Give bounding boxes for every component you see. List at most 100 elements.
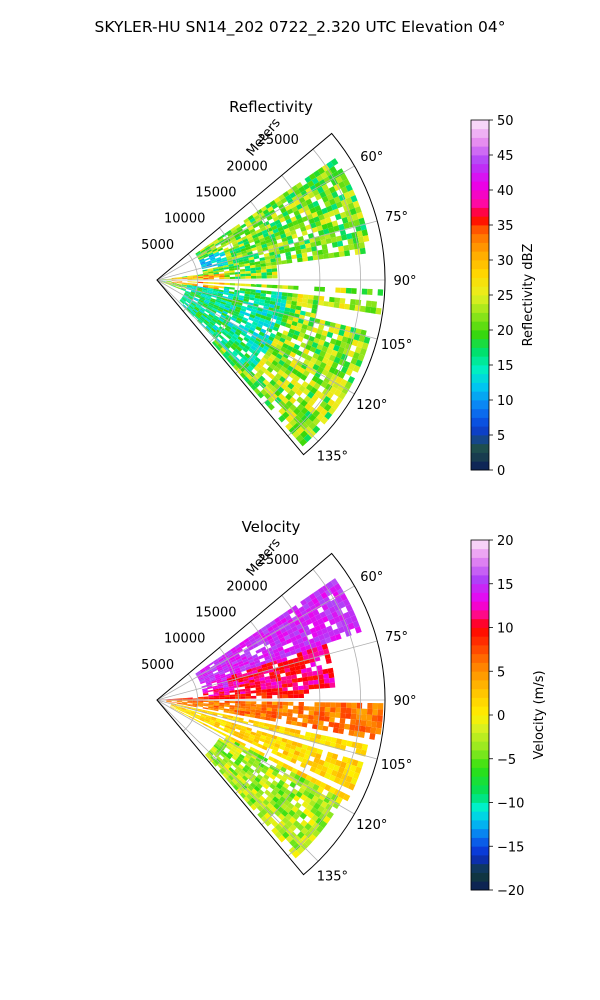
- velocity-bin: [282, 705, 288, 710]
- velocity-bin: [316, 665, 323, 671]
- angle-tick-label: 60°: [360, 570, 383, 585]
- reflectivity-bin: [272, 338, 280, 345]
- reflectivity-bin: [192, 283, 198, 286]
- reflectivity-bin: [321, 330, 329, 337]
- velocity-bin: [239, 792, 247, 799]
- reflectivity-bin: [277, 242, 284, 248]
- reflectivity-bin: [224, 282, 230, 286]
- velocity-bin: [213, 703, 220, 707]
- reflectivity-bin: [196, 304, 202, 309]
- velocity-bin: [330, 578, 339, 586]
- reflectivity-bin: [249, 326, 256, 332]
- reflectivity-bin: [190, 311, 196, 316]
- reflectivity-bin: [245, 342, 253, 348]
- velocity-bin: [228, 759, 234, 765]
- velocity-bin: [254, 735, 261, 741]
- velocity-bin: [236, 766, 243, 772]
- colorbar-segment: [471, 732, 489, 742]
- velocity-bin: [306, 671, 313, 677]
- reflectivity-bin: [253, 387, 261, 395]
- velocity-bin: [217, 667, 224, 672]
- reflectivity-bin: [217, 247, 224, 252]
- reflectivity-bin: [321, 368, 329, 377]
- reflectivity-bin: [207, 305, 213, 310]
- velocity-bin: [223, 667, 229, 672]
- radial-tick-label: 20000: [226, 159, 267, 174]
- velocity-bin: [248, 679, 255, 684]
- velocity-bin: [311, 747, 318, 754]
- velocity-bin: [197, 720, 204, 725]
- radial-tick-label: 25000: [258, 553, 299, 568]
- reflectivity-bin: [316, 413, 325, 421]
- reflectivity-bin: [240, 273, 246, 277]
- velocity-bin: [254, 681, 261, 685]
- velocity-bin: [335, 796, 343, 804]
- reflectivity-bin: [252, 359, 259, 366]
- reflectivity-bin: [211, 318, 218, 323]
- velocity-bin: [238, 771, 245, 778]
- velocity-bin: [243, 660, 250, 666]
- reflectivity-bin: [324, 364, 332, 372]
- reflectivity-bin: [296, 396, 304, 404]
- reflectivity-bin: [260, 328, 267, 334]
- velocity-bin: [170, 704, 176, 707]
- reflectivity-bin: [176, 276, 183, 279]
- velocity-bin: [265, 713, 272, 718]
- reflectivity-bin: [186, 286, 193, 289]
- colorbar-segment: [471, 636, 489, 646]
- velocity-bin: [263, 722, 270, 728]
- velocity-bin: [281, 683, 288, 688]
- velocity-bin: [318, 759, 325, 766]
- velocity-bin: [206, 752, 212, 758]
- reflectivity-bin: [282, 240, 289, 246]
- velocity-bin: [231, 649, 238, 655]
- velocity-bin: [308, 714, 314, 720]
- velocity-bin: [251, 666, 258, 672]
- reflectivity-bin: [299, 438, 308, 447]
- reflectivity-bin: [302, 294, 309, 300]
- velocity-bin: [361, 708, 368, 715]
- velocity-bin: [242, 767, 249, 773]
- reflectivity-bin: [232, 260, 239, 264]
- reflectivity-bin: [300, 248, 307, 254]
- reflectivity-bin: [328, 366, 337, 374]
- velocity-bin: [278, 779, 285, 787]
- reflectivity-bin: [261, 272, 267, 276]
- velocity-bin: [337, 626, 345, 634]
- reflectivity-bin: [230, 226, 237, 232]
- reflectivity-bin: [264, 369, 271, 377]
- velocity-bin: [250, 690, 257, 694]
- reflectivity-bin: [272, 274, 278, 279]
- reflectivity-bin: [254, 297, 260, 302]
- reflectivity-bin: [281, 295, 288, 301]
- reflectivity-bin: [361, 342, 369, 350]
- velocity-bin: [313, 757, 320, 764]
- reflectivity-bin: [218, 334, 225, 340]
- reflectivity-bin: [187, 284, 193, 287]
- velocity-bin: [209, 749, 215, 755]
- reflectivity-bin: [256, 272, 262, 276]
- colorbar-segment: [471, 627, 489, 637]
- velocity-bin: [220, 675, 227, 679]
- reflectivity-bin: [212, 290, 219, 293]
- velocity-bin: [203, 697, 209, 700]
- reflectivity-bin: [255, 289, 262, 294]
- reflectivity-bin: [212, 238, 219, 244]
- reflectivity-bin: [199, 298, 205, 302]
- reflectivity-bin: [256, 275, 262, 279]
- velocity-bin: [194, 715, 201, 719]
- velocity-bin: [285, 820, 293, 828]
- reflectivity-frame: [156, 132, 386, 456]
- velocity-bin: [272, 758, 280, 765]
- angle-tick-label: 105°: [381, 338, 412, 353]
- reflectivity-bin: [280, 366, 288, 373]
- reflectivity-bin: [224, 270, 230, 274]
- velocity-bin: [239, 708, 246, 712]
- reflectivity-bin: [202, 270, 209, 273]
- reflectivity-bin: [244, 352, 251, 359]
- velocity-bin: [229, 707, 235, 710]
- velocity-bin: [229, 690, 235, 693]
- velocity-bin: [272, 796, 280, 803]
- reflectivity-bin: [249, 262, 256, 266]
- reflectivity-bin: [238, 230, 245, 236]
